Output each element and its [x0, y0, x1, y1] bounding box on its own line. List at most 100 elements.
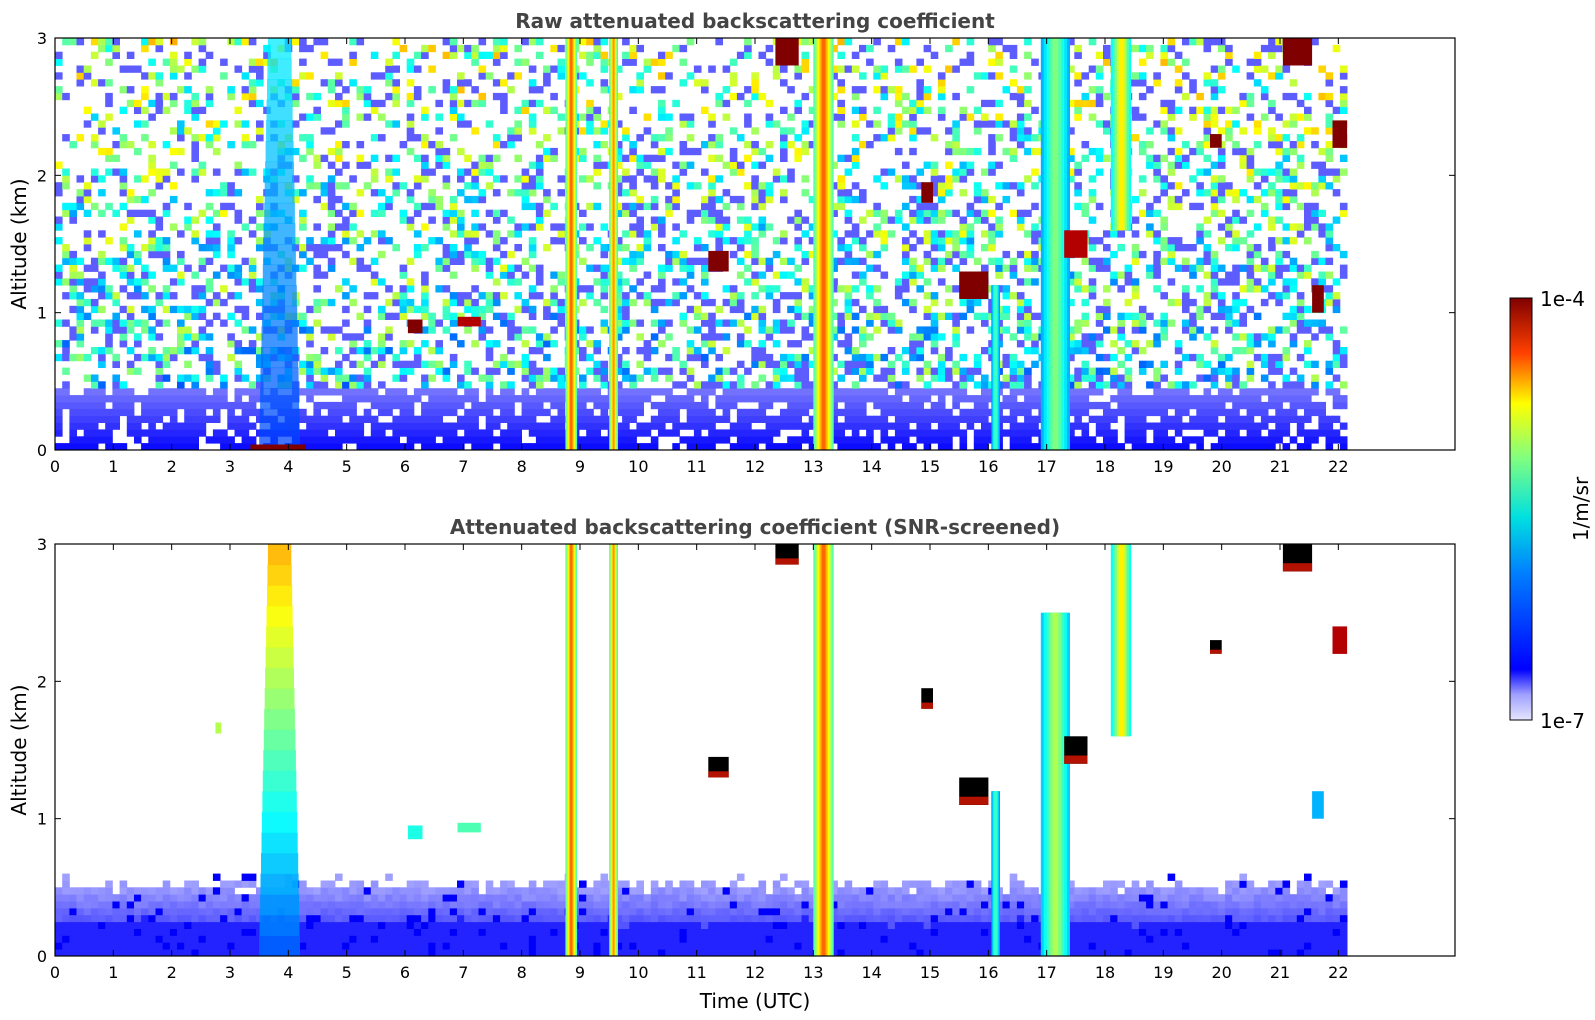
background-cell — [1088, 244, 1097, 252]
background-cell — [191, 168, 199, 176]
background-cell — [715, 415, 723, 423]
background-cell — [234, 38, 243, 46]
background-cell — [744, 415, 752, 423]
background-cell — [1304, 127, 1312, 135]
background-cell — [579, 353, 587, 362]
background-cell — [1024, 436, 1032, 444]
background-cell — [614, 408, 623, 417]
background-cell — [622, 388, 630, 396]
background-cell — [392, 99, 400, 108]
background-cell — [751, 92, 759, 101]
background-cell — [220, 58, 228, 66]
background-cell — [241, 436, 250, 444]
background-cell — [973, 195, 982, 204]
background-cell — [1246, 333, 1255, 341]
background-cell — [622, 367, 630, 375]
background-cell — [198, 58, 207, 66]
background-cell — [966, 161, 975, 169]
background-cell — [492, 415, 501, 423]
background-cell — [399, 209, 408, 217]
background-cell — [1182, 58, 1190, 66]
background-cell — [449, 298, 458, 307]
background-cell — [177, 347, 185, 355]
background-cell — [320, 422, 329, 430]
background-cell — [184, 202, 192, 211]
background-cell — [485, 326, 494, 334]
background-cell — [241, 72, 250, 80]
background-cell — [98, 278, 106, 286]
background-cell — [335, 285, 343, 293]
background-cell — [191, 305, 199, 314]
background-cell — [959, 175, 968, 183]
background-cell — [1174, 264, 1183, 272]
background-cell — [98, 401, 106, 410]
background-cell — [1196, 401, 1204, 410]
background-cell — [1067, 175, 1075, 183]
background-cell — [507, 347, 515, 355]
background-cell — [744, 38, 752, 46]
background-cell — [614, 182, 623, 190]
background-cell — [679, 79, 688, 87]
background-cell — [1009, 443, 1018, 450]
background-cell — [1210, 367, 1219, 375]
background-cell — [729, 319, 738, 327]
background-cell — [643, 113, 652, 121]
background-cell — [873, 65, 881, 73]
background-cell — [722, 285, 731, 293]
background-cell — [995, 99, 1003, 108]
background-cell — [758, 388, 767, 396]
background-cell — [736, 161, 745, 169]
background-cell — [1217, 422, 1226, 430]
background-cell — [916, 127, 924, 135]
background-cell — [952, 134, 960, 142]
background-cell — [349, 429, 357, 437]
background-cell — [507, 401, 515, 410]
background-cell — [830, 65, 838, 73]
background-cell — [1182, 244, 1190, 252]
background-cell — [471, 257, 479, 265]
background-cell — [923, 86, 932, 94]
background-cell — [629, 230, 637, 238]
background-cell — [485, 388, 494, 396]
background-cell — [1189, 113, 1197, 121]
background-cell — [1002, 374, 1011, 382]
background-cell — [162, 250, 171, 259]
background-cell — [586, 202, 594, 211]
background-cell — [169, 443, 178, 450]
background-cell — [1024, 388, 1032, 396]
background-cell — [349, 285, 357, 293]
background-cell — [385, 326, 393, 334]
background-cell — [887, 120, 896, 128]
background-cell — [693, 436, 702, 444]
background-cell — [1282, 353, 1291, 362]
background-cell — [62, 278, 70, 286]
background-cell — [1131, 244, 1140, 252]
background-cell — [959, 223, 968, 231]
background-cell — [859, 401, 867, 410]
background-cell — [866, 367, 874, 375]
background-cell — [1189, 333, 1197, 341]
background-cell — [1210, 202, 1219, 211]
background-cell — [234, 388, 243, 396]
background-cell — [801, 120, 810, 128]
background-cell — [507, 230, 515, 238]
background-cell — [1074, 161, 1082, 169]
background-cell — [966, 113, 975, 121]
background-cell — [859, 257, 867, 265]
background-cell — [765, 223, 774, 231]
background-cell — [636, 429, 644, 437]
background-cell — [134, 415, 142, 423]
background-cell — [708, 175, 716, 183]
background-cell — [722, 216, 731, 224]
background-cell — [421, 271, 429, 279]
background-cell — [1268, 106, 1276, 114]
background-cell — [765, 182, 774, 190]
background-cell — [1217, 182, 1226, 190]
background-cell — [471, 298, 479, 307]
background-cell — [148, 244, 156, 252]
background-cell — [126, 65, 135, 73]
background-cell — [1146, 209, 1154, 217]
background-cell — [1074, 113, 1082, 121]
background-cell — [1225, 367, 1233, 375]
background-cell — [629, 44, 637, 53]
